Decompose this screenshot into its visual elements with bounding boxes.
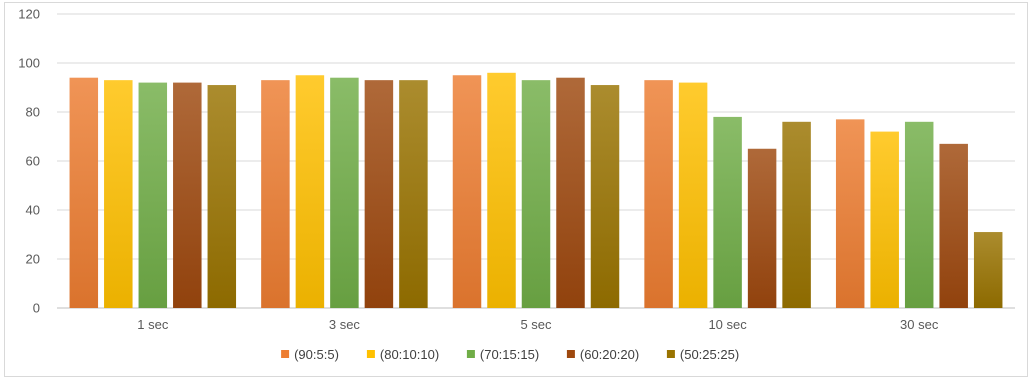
bar-1-3 — [678, 82, 708, 308]
x-tick-label: 5 sec — [520, 317, 552, 332]
bar-4-4 — [973, 232, 1003, 308]
bar-0-2 — [452, 75, 482, 308]
y-tick-label: 120 — [18, 7, 40, 22]
bar-4-2 — [590, 85, 620, 308]
legend-label: (50:25:25) — [680, 347, 739, 362]
bar-0-0 — [69, 77, 99, 308]
bar-2-2 — [521, 80, 551, 309]
legend-swatch — [666, 350, 675, 358]
legend-label: (80:10:10) — [380, 347, 439, 362]
legend: (90:5:5) (80:10:10) (70:15:15) (60:20:20) (5… — [281, 347, 739, 362]
y-tick-label: 0 — [33, 301, 40, 316]
bar-0-4 — [835, 119, 865, 308]
bar-2-3 — [713, 116, 742, 309]
bar-0-1 — [261, 80, 290, 309]
x-tick-label: 10 sec — [708, 317, 747, 332]
legend-swatch — [466, 350, 475, 358]
x-tick-label: 30 sec — [900, 317, 939, 332]
bar-1-2 — [487, 72, 516, 308]
bar-4-1 — [399, 80, 428, 309]
bar-0-3 — [644, 80, 673, 309]
y-tick-label: 60 — [26, 154, 40, 169]
bar-4-0 — [207, 85, 237, 308]
legend-label: (70:15:15) — [480, 347, 539, 362]
legend-swatch — [281, 350, 290, 358]
bar-3-0 — [173, 82, 202, 308]
y-tick-label: 100 — [18, 56, 40, 71]
x-axis: 1 sec 3 sec 5 sec 10 sec 30 sec — [137, 317, 939, 332]
legend-swatch — [566, 350, 575, 358]
bar-3-4 — [939, 143, 968, 308]
legend-label: (60:20:20) — [580, 347, 639, 362]
bar-1-4 — [870, 131, 899, 308]
y-axis: 0 20 40 60 80 100 120 — [18, 7, 40, 316]
y-tick-label: 80 — [26, 105, 40, 120]
bar-2-0 — [138, 82, 168, 308]
legend-label: (90:5:5) — [294, 347, 339, 362]
legend-swatch — [366, 350, 375, 358]
y-tick-label: 40 — [26, 203, 40, 218]
bar-4-3 — [782, 121, 811, 308]
x-tick-label: 1 sec — [137, 317, 169, 332]
bar-3-1 — [364, 80, 394, 309]
bars — [69, 72, 1003, 309]
bar-2-1 — [330, 77, 359, 308]
x-tick-label: 3 sec — [329, 317, 361, 332]
bar-2-4 — [904, 121, 934, 308]
bar-3-3 — [747, 148, 777, 308]
bar-1-1 — [295, 75, 325, 308]
bar-1-0 — [104, 80, 133, 309]
y-tick-label: 20 — [26, 252, 40, 267]
bar-3-2 — [556, 77, 585, 308]
